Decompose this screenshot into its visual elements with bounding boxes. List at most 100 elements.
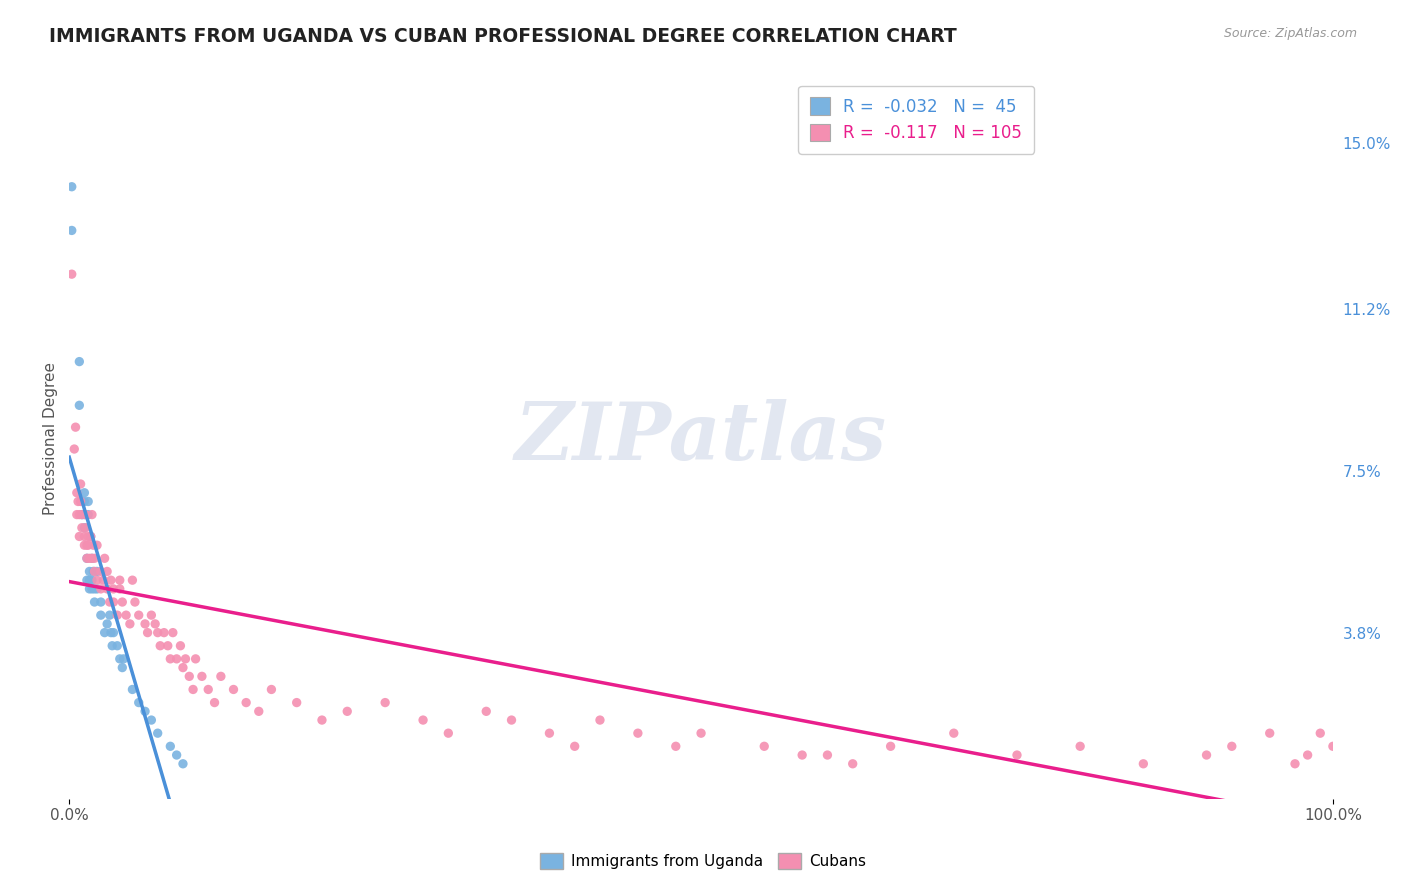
Point xyxy=(149,639,172,653)
Point xyxy=(111,660,134,674)
Point xyxy=(90,608,112,623)
Point xyxy=(86,538,108,552)
Point xyxy=(121,682,143,697)
Point xyxy=(222,682,245,697)
Point xyxy=(67,508,90,522)
Point xyxy=(690,726,713,740)
Point xyxy=(108,582,131,596)
Point xyxy=(792,747,814,762)
Point xyxy=(141,713,163,727)
Point xyxy=(1005,747,1028,762)
Point xyxy=(82,565,104,579)
Point xyxy=(942,726,965,740)
Point xyxy=(67,494,90,508)
Point xyxy=(111,595,134,609)
Point xyxy=(1195,747,1218,762)
Point xyxy=(60,267,83,281)
Point xyxy=(1220,739,1243,754)
Point xyxy=(564,739,586,754)
Point xyxy=(80,529,103,543)
Point xyxy=(112,652,135,666)
Point xyxy=(69,477,91,491)
Point xyxy=(181,682,204,697)
Point xyxy=(128,608,150,623)
Point xyxy=(73,508,96,522)
Point xyxy=(538,726,561,740)
Point xyxy=(128,696,150,710)
Point xyxy=(98,608,121,623)
Point xyxy=(1284,756,1306,771)
Point xyxy=(627,726,650,740)
Point xyxy=(1258,726,1281,740)
Point xyxy=(100,625,122,640)
Point xyxy=(67,354,90,368)
Point xyxy=(65,420,87,434)
Text: IMMIGRANTS FROM UGANDA VS CUBAN PROFESSIONAL DEGREE CORRELATION CHART: IMMIGRANTS FROM UGANDA VS CUBAN PROFESSI… xyxy=(49,27,957,45)
Point xyxy=(80,582,103,596)
Point xyxy=(285,696,308,710)
Point xyxy=(90,565,112,579)
Point xyxy=(589,713,612,727)
Point xyxy=(80,551,103,566)
Point xyxy=(70,521,93,535)
Point xyxy=(79,582,101,596)
Point xyxy=(73,494,96,508)
Point xyxy=(76,573,98,587)
Point xyxy=(501,713,523,727)
Point xyxy=(754,739,776,754)
Point xyxy=(73,521,96,535)
Point xyxy=(179,669,201,683)
Point xyxy=(76,551,98,566)
Point xyxy=(96,582,118,596)
Point xyxy=(103,582,125,596)
Point xyxy=(156,639,179,653)
Point xyxy=(66,508,89,522)
Point xyxy=(159,739,181,754)
Point xyxy=(141,608,163,623)
Point xyxy=(101,639,124,653)
Point xyxy=(136,625,159,640)
Point xyxy=(63,442,86,456)
Point xyxy=(1069,739,1091,754)
Point xyxy=(166,747,188,762)
Point xyxy=(79,551,101,566)
Point xyxy=(98,595,121,609)
Point xyxy=(93,551,115,566)
Text: ZIPatlas: ZIPatlas xyxy=(515,400,887,477)
Point xyxy=(67,529,90,543)
Point xyxy=(76,551,98,566)
Point xyxy=(174,652,197,666)
Point xyxy=(75,521,97,535)
Point xyxy=(166,652,188,666)
Point xyxy=(108,573,131,587)
Point xyxy=(121,573,143,587)
Point xyxy=(374,696,396,710)
Point xyxy=(100,573,122,587)
Point xyxy=(83,565,105,579)
Point xyxy=(96,616,118,631)
Point xyxy=(79,573,101,587)
Point xyxy=(69,494,91,508)
Point xyxy=(77,538,100,552)
Point xyxy=(86,565,108,579)
Point xyxy=(70,508,93,522)
Point xyxy=(103,595,125,609)
Point xyxy=(66,485,89,500)
Point xyxy=(60,179,83,194)
Point xyxy=(108,652,131,666)
Point xyxy=(60,223,83,237)
Point xyxy=(86,573,108,587)
Point xyxy=(204,696,226,710)
Point xyxy=(124,595,146,609)
Point xyxy=(184,652,207,666)
Y-axis label: Professional Degree: Professional Degree xyxy=(44,361,58,515)
Point xyxy=(118,616,141,631)
Point xyxy=(105,608,128,623)
Point xyxy=(80,508,103,522)
Point xyxy=(83,551,105,566)
Point xyxy=(134,616,156,631)
Point xyxy=(817,747,839,762)
Point xyxy=(1309,726,1331,740)
Point xyxy=(143,616,166,631)
Point xyxy=(879,739,901,754)
